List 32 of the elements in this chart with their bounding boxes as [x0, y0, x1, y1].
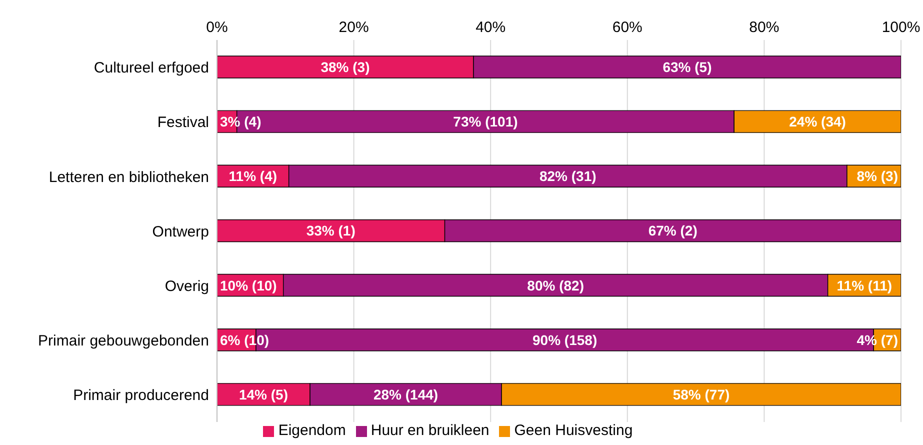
data-label: 90% (158)	[532, 332, 598, 348]
x-tick-label: 80%	[749, 19, 780, 36]
data-label: 82% (31)	[539, 168, 596, 184]
y-tick-label: Primair producerend	[73, 387, 209, 404]
y-tick-label: Primair gebouwgebonden	[38, 332, 209, 350]
data-label: 63% (5)	[662, 59, 712, 75]
data-label: 33% (1)	[306, 222, 356, 239]
data-label: 10% (10)	[220, 277, 277, 294]
data-label: 8% (3)	[856, 168, 898, 184]
y-tick-label: Festival	[157, 114, 209, 132]
y-tick-label: Letteren en bibliotheken	[48, 168, 209, 186]
data-label: 38% (3)	[320, 59, 370, 75]
y-tick-label: Cultureel erfgoed	[94, 60, 209, 77]
x-tick-label: 40%	[476, 19, 506, 36]
legend-label: Huur en bruikleen	[370, 422, 490, 439]
data-label: 58% (77)	[672, 386, 730, 402]
data-label: 28% (144)	[373, 386, 438, 402]
data-label: 24% (34)	[789, 114, 846, 130]
legend-label: Eigendom	[278, 422, 346, 439]
data-label: 11% (11)	[836, 277, 892, 294]
x-tick-label: 20%	[338, 19, 369, 36]
y-tick-label: Overig	[164, 278, 209, 295]
data-label: 80% (82)	[527, 277, 584, 294]
data-label: 73% (101)	[453, 114, 518, 130]
y-tick-label: Ontwerp	[152, 223, 209, 240]
x-tick-label: 0%	[206, 19, 228, 36]
x-tick-label: 100%	[882, 19, 920, 36]
legend-label: Geen Huisvesting	[514, 422, 633, 439]
x-tick-label: 60%	[612, 19, 642, 36]
data-label: 14% (5)	[238, 386, 288, 402]
data-label: 11% (4)	[228, 168, 278, 184]
data-label: 67% (2)	[648, 222, 698, 239]
